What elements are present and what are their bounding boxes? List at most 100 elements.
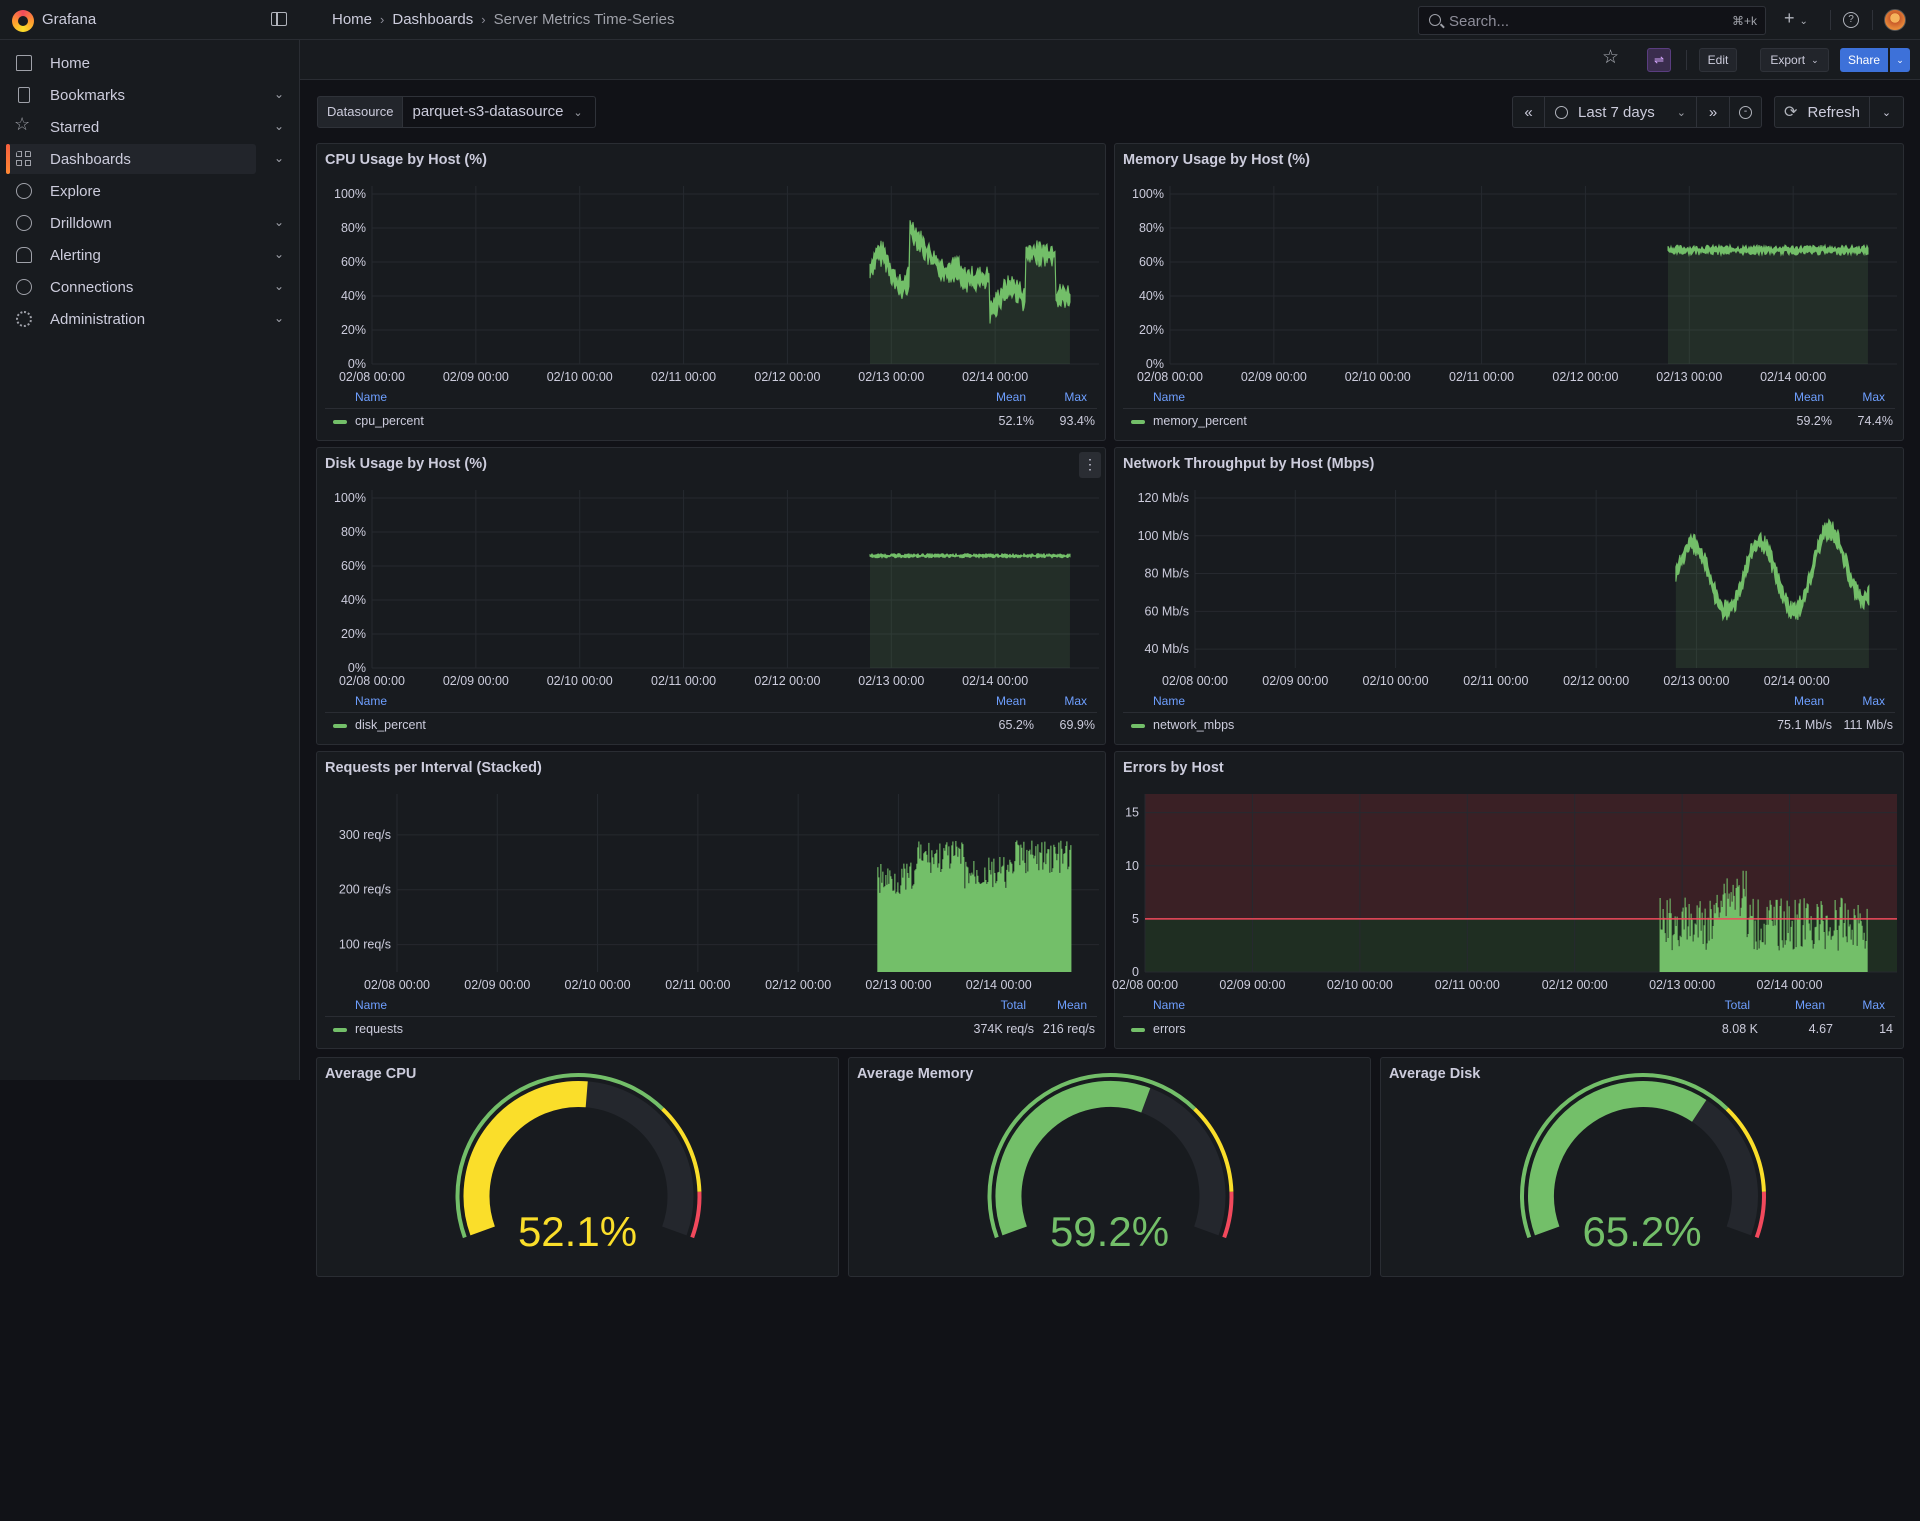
legend-stat: 8.08 K [1721, 1022, 1758, 1036]
panel-network-throughput[interactable]: Network Throughput by Host (Mbps) 120 Mb/… [1114, 447, 1904, 745]
time-shift-forward-icon[interactable]: » [1697, 96, 1730, 128]
share-menu-chevron-icon[interactable]: ⌄ [1890, 48, 1910, 72]
compass-icon [16, 183, 32, 199]
export-label: Export [1770, 53, 1806, 67]
bookmark-icon [18, 87, 30, 103]
panel-requests[interactable]: Requests per Interval (Stacked) 300 req/s… [316, 751, 1106, 1049]
top-bar: Grafana Home › Dashboards › Server Metri… [0, 0, 1920, 40]
legend-stat: 4.67 [1808, 1022, 1833, 1036]
sidebar-item-alerting[interactable]: Alerting ⌄ [8, 240, 284, 270]
legend-stat: 65.2% [998, 718, 1034, 732]
sidebar-item-administration[interactable]: Administration ⌄ [8, 304, 284, 334]
x-tick-label: 02/09 00:00 [1262, 674, 1328, 688]
x-tick-label: 02/10 00:00 [565, 978, 631, 992]
refresh-button[interactable]: ⟳ Refresh [1774, 96, 1870, 128]
series-line-cpu_percent [869, 220, 1071, 324]
x-tick-label: 02/10 00:00 [1363, 674, 1429, 688]
refresh-icon: ⟳ [1784, 104, 1798, 121]
datasource-variable: Datasource parquet-s3-datasource ⌄ [317, 96, 596, 128]
y-tick-label: 0% [348, 661, 366, 675]
legend-header: Name Mean Max [317, 390, 1105, 406]
star-icon[interactable]: ☆ [1602, 47, 1620, 68]
sidebar-item-home[interactable]: Home [8, 48, 256, 78]
breadcrumb-dashboards[interactable]: Dashboards [392, 11, 474, 28]
search-input[interactable]: Search... ⌘+k [1418, 6, 1766, 35]
breadcrumb-home[interactable]: Home [332, 11, 373, 28]
x-tick-label: 02/13 00:00 [1663, 674, 1729, 688]
panel-average-memory[interactable]: Average Memory 59.2% [848, 1057, 1371, 1277]
panel-title: Average Disk [1389, 1066, 1481, 1082]
time-shift-back-icon[interactable]: « [1512, 96, 1545, 128]
sidebar-item-dashboards[interactable]: Dashboards ⌄ [6, 144, 284, 174]
x-tick-label: 02/12 00:00 [1563, 674, 1629, 688]
gauge-threshold-warn [1725, 1107, 1766, 1192]
panel-average-cpu[interactable]: Average CPU 52.1% [316, 1057, 839, 1277]
refresh-interval-chevron-icon[interactable]: ⌄ [1870, 96, 1904, 128]
legend-col-max: Max [1862, 998, 1885, 1012]
x-tick-label: 02/11 00:00 [651, 674, 716, 688]
chevron-down-icon: ⌄ [573, 107, 583, 119]
x-tick-label: 02/09 00:00 [1219, 978, 1285, 992]
zoom-out-icon[interactable]: - [1730, 96, 1762, 128]
x-tick-label: 02/14 00:00 [1760, 370, 1826, 384]
datasource-select[interactable]: parquet-s3-datasource ⌄ [403, 96, 596, 128]
avatar[interactable] [1884, 9, 1906, 31]
panel-memory-usage[interactable]: Memory Usage by Host (%) 100% 80% 60% 40% 20%… [1114, 143, 1904, 441]
legend-series-name: cpu_percent [355, 414, 424, 428]
y-tick-label: 15 [1125, 806, 1139, 820]
legend-row[interactable]: errors 8.08 K 4.67 14 [1123, 1016, 1895, 1040]
panel-errors[interactable]: Errors by Host 15 10 5 0 02/08 00:00 02/09 00:… [1112, 751, 1904, 1049]
app-name[interactable]: Grafana [42, 11, 97, 28]
chart-plot: 100% 80% 60% 40% 20% 0%02/08 00:00 02/09 00:00… [1132, 186, 1897, 384]
legend-row[interactable]: cpu_percent 52.1% 93.4% [325, 408, 1097, 432]
share-button[interactable]: Share [1840, 48, 1888, 72]
panel-cpu-usage[interactable]: CPU Usage by Host (%) 100% 80% 60% 40% 20% 0% 0… [316, 143, 1106, 441]
y-tick-label: 100% [1132, 187, 1164, 201]
y-tick-label: 80% [341, 525, 366, 539]
x-tick-label: 02/10 00:00 [547, 370, 613, 384]
dock-menu-icon[interactable] [271, 12, 287, 26]
divider [1686, 50, 1687, 70]
legend-row[interactable]: memory_percent 59.2% 74.4% [1123, 408, 1895, 432]
y-tick-label: 40 Mb/s [1145, 642, 1189, 656]
legend-col-max: Max [1064, 694, 1087, 708]
search-shortcut: ⌘+k [1731, 14, 1757, 28]
x-tick-label: 02/08 00:00 [1162, 674, 1228, 688]
sidebar-item-explore[interactable]: Explore [8, 176, 256, 206]
panel-disk-usage[interactable]: Disk Usage by Host (%) ⋮ 100% 80% 60% 40% 20% 0… [316, 447, 1106, 745]
chart-plot: 15 10 5 002/08 00:00 02/09 00:00 02/10 00:00 0… [1112, 794, 1897, 992]
panel-average-disk[interactable]: Average Disk 65.2% [1380, 1057, 1904, 1277]
x-tick-label: 02/09 00:00 [464, 978, 530, 992]
gauge-threshold-crit [1222, 1191, 1234, 1239]
sidebar-item-starred[interactable]: Starred ⌄ [8, 112, 284, 142]
sidebar-item-bookmarks[interactable]: Bookmarks ⌄ [8, 80, 284, 110]
legend-swatch [333, 1028, 347, 1032]
legend-col-name: Name [1153, 694, 1186, 708]
legend-row[interactable]: requests 374K req/s 216 req/s [325, 1016, 1097, 1040]
public-dashboard-icon[interactable]: ⇌ [1647, 48, 1671, 72]
sidebar-item-drilldown[interactable]: Drilldown ⌄ [8, 208, 284, 238]
y-tick-label: 40% [341, 289, 366, 303]
panel-menu-icon[interactable]: ⋮ [1079, 452, 1101, 478]
panel-title: Memory Usage by Host (%) [1123, 152, 1310, 168]
gauge-threshold-ok [1520, 1073, 1729, 1239]
x-tick-label: 02/13 00:00 [858, 370, 924, 384]
add-new-icon[interactable]: + ⌄ [1784, 8, 1808, 28]
grafana-logo-icon[interactable] [12, 10, 34, 32]
legend-col-mean: Mean [995, 390, 1026, 404]
export-button[interactable]: Export ⌄ [1760, 48, 1829, 72]
x-tick-label: 02/14 00:00 [966, 978, 1032, 992]
sidebar-item-connections[interactable]: Connections ⌄ [8, 272, 284, 302]
series-line-memory_percent [1667, 243, 1869, 258]
legend-row[interactable]: network_mbps 75.1 Mb/s 111 Mb/s [1123, 712, 1895, 736]
y-tick-label: 100 Mb/s [1138, 529, 1189, 543]
time-range-picker[interactable]: Last 7 days ⌄ [1545, 96, 1697, 128]
help-icon[interactable]: ? [1843, 12, 1859, 28]
sidebar-item-label: Administration [50, 310, 146, 328]
legend-row[interactable]: disk_percent 65.2% 69.9% [325, 712, 1097, 736]
breadcrumb-separator-icon: › [481, 12, 486, 27]
gauge-value-arc [1528, 1081, 1707, 1236]
edit-button[interactable]: Edit [1699, 48, 1737, 72]
y-tick-label: 20% [341, 323, 366, 337]
x-tick-label: 02/12 00:00 [765, 978, 831, 992]
